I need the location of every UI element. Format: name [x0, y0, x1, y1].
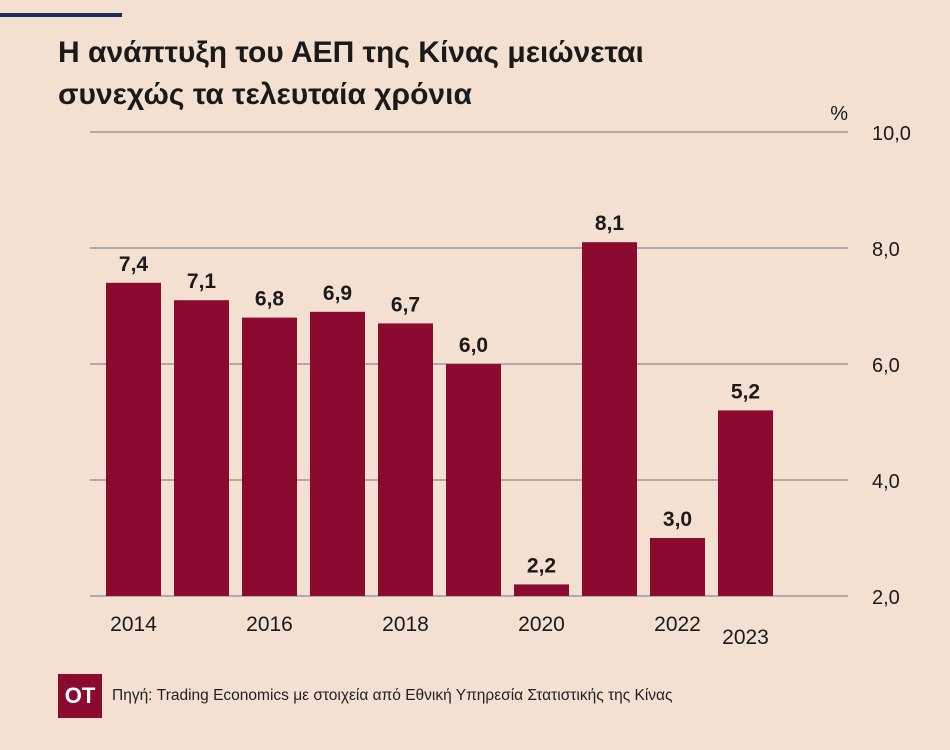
- top-accent-rule: [0, 13, 122, 17]
- bar: [378, 323, 433, 596]
- x-tick-label: 2018: [382, 613, 429, 636]
- bar: [310, 311, 365, 596]
- y-axis-unit: %: [830, 103, 848, 125]
- y-tick-label: 10,0: [872, 123, 911, 145]
- bar-value-label: 3,0: [663, 508, 692, 531]
- bar-value-label: 2,2: [527, 554, 556, 577]
- bar-value-label: 8,1: [595, 212, 625, 235]
- x-tick-label: 2023: [722, 626, 769, 649]
- bar-value-label: 5,2: [731, 380, 760, 403]
- publisher-logo: ΟΤ: [58, 674, 102, 718]
- bar-value-label: 6,7: [391, 293, 420, 316]
- bar-value-label: 6,0: [459, 334, 488, 357]
- bar-value-label: 6,9: [323, 282, 352, 305]
- source-note: Πηγή: Trading Economics με στοιχεία από …: [112, 687, 673, 704]
- chart-title: Η ανάπτυξη του ΑΕΠ της Κίνας μειώνεται σ…: [58, 32, 858, 116]
- y-tick-label: 6,0: [872, 355, 900, 377]
- y-tick-label: 4,0: [872, 471, 900, 493]
- y-tick-label: 8,0: [872, 239, 900, 261]
- value-labels: 7,4 7,1 6,8 6,9 6,7 6,0 2,2 8,1 3,0 5,2: [119, 212, 760, 577]
- chart-title-line-2: συνεχώς τα τελευταία χρόνια: [58, 78, 472, 111]
- x-axis-labels: 2014 2016 2018 2020 2022 2023: [110, 613, 769, 649]
- bar: [242, 317, 297, 596]
- bar: [514, 584, 569, 596]
- bars: [106, 242, 773, 596]
- y-axis-labels: 2,0 4,0 6,0 8,0 10,0: [872, 123, 911, 609]
- x-tick-label: 2020: [518, 613, 565, 636]
- x-tick-label: 2016: [246, 613, 293, 636]
- bar: [718, 410, 773, 596]
- y-tick-label: 2,0: [872, 587, 900, 609]
- bar-value-label: 7,1: [187, 270, 217, 293]
- bar: [174, 300, 229, 596]
- bar-value-label: 7,4: [119, 253, 149, 276]
- bar-value-label: 6,8: [255, 288, 285, 311]
- chart-title-line-1: Η ανάπτυξη του ΑΕΠ της Κίνας μειώνεται: [58, 36, 644, 69]
- x-tick-label: 2014: [110, 613, 157, 636]
- footer: ΟΤ Πηγή: Trading Economics με στοιχεία α…: [58, 674, 672, 718]
- bar: [446, 364, 501, 596]
- bar: [650, 538, 705, 596]
- bar: [106, 282, 161, 596]
- bar: [582, 242, 637, 596]
- x-tick-label: 2022: [654, 613, 701, 636]
